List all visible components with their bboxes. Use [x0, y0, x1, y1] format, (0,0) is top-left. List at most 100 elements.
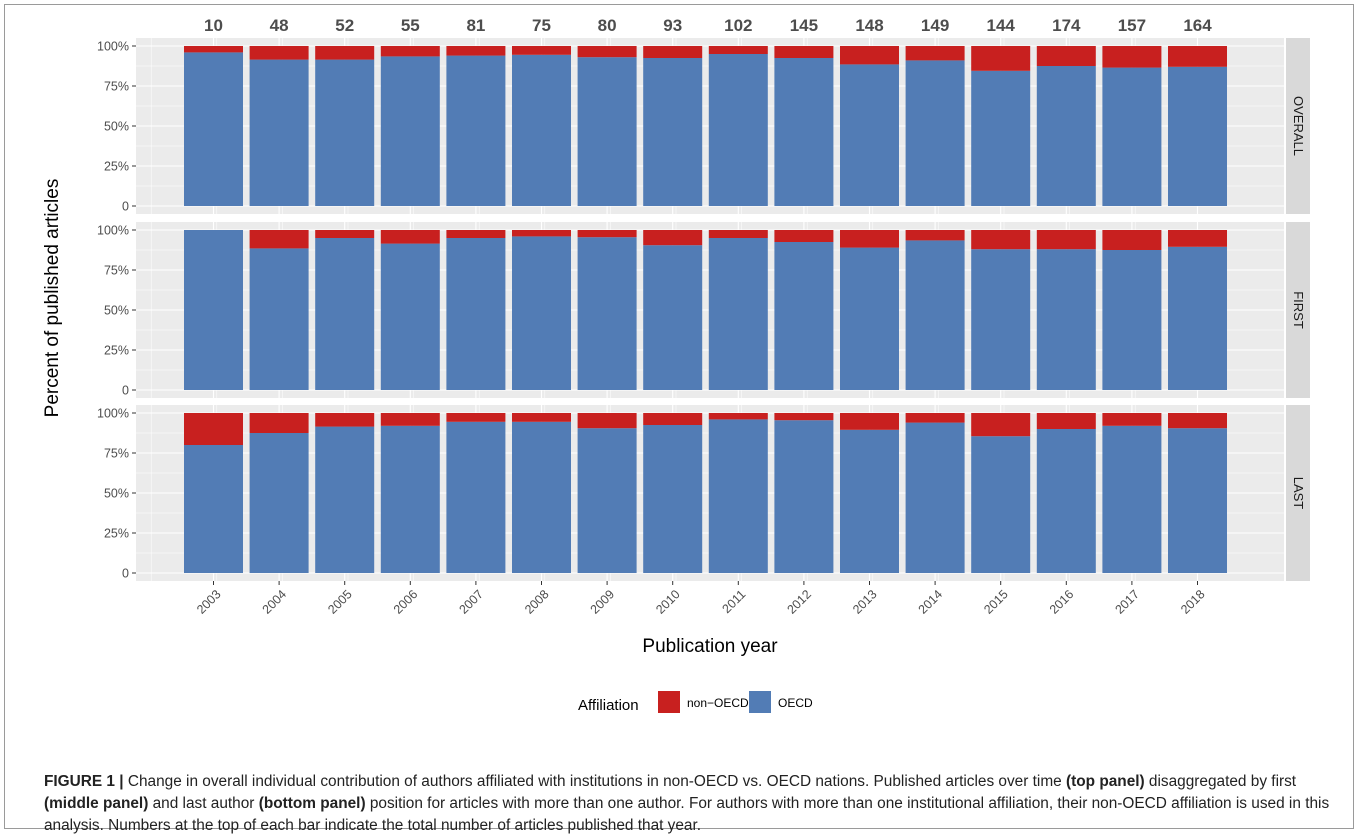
bar-total-label: 145: [790, 16, 818, 35]
caption-emphasis: (bottom panel): [258, 795, 366, 812]
bar-last-2011-oecd: [708, 419, 768, 573]
bar-last-2008-oecd: [512, 421, 571, 573]
stacked-bar-chart: 0 25% 50% 75% 100% OVERALL 0 25% 50% 75% 100% FIRST…: [42, 16, 1310, 714]
bar-first-2018-non-oecd: [1168, 230, 1227, 247]
y-tick-label: 50%: [104, 487, 129, 501]
bar-total-label: 148: [855, 16, 883, 35]
bar-last-2005-oecd: [315, 426, 375, 573]
bar-first-2014-non-oecd: [905, 230, 965, 241]
bar-total-label: 52: [335, 16, 354, 35]
bar-first-2013-oecd: [840, 247, 899, 390]
bar-total-label: 80: [598, 16, 617, 35]
bar-last-2005-non-oecd: [315, 413, 375, 427]
bar-last-2012-oecd: [774, 420, 834, 573]
bar-overall-2017-non-oecd: [1102, 46, 1162, 68]
bar-first-2017-oecd: [1102, 250, 1162, 390]
bar-overall-2011-non-oecd: [708, 46, 768, 54]
bar-total-label: 55: [401, 16, 420, 35]
y-tick-label: 50%: [104, 304, 129, 318]
caption-label: FIGURE 1 |: [44, 773, 124, 790]
bar-total-label: 174: [1052, 16, 1081, 35]
bar-overall-2018-oecd: [1168, 66, 1227, 206]
x-tick-label: 2012: [784, 587, 814, 617]
legend-swatch-non-oecd: [658, 691, 680, 713]
bar-overall-2011-oecd: [708, 54, 768, 206]
bar-last-2014-oecd: [905, 422, 965, 573]
bar-overall-2014-oecd: [905, 60, 965, 207]
bar-overall-2015-oecd: [971, 70, 1031, 206]
bar-overall-2014-non-oecd: [905, 46, 965, 61]
caption-emphasis: (middle panel): [44, 795, 149, 812]
bar-first-2003-oecd: [184, 230, 243, 390]
bar-total-label: 164: [1183, 16, 1212, 35]
bar-overall-2013-non-oecd: [840, 46, 899, 65]
x-tick-label: 2004: [260, 587, 290, 617]
bar-last-2011-non-oecd: [708, 413, 768, 420]
bar-total-label: 144: [987, 16, 1016, 35]
x-tick-label: 2007: [456, 587, 486, 617]
y-tick-label: 25%: [104, 344, 129, 358]
bar-overall-2012-oecd: [774, 58, 834, 206]
bar-overall-2009-non-oecd: [577, 46, 637, 58]
bar-total-label: 102: [724, 16, 752, 35]
facet-label: FIRST: [1291, 291, 1306, 329]
bar-overall-2015-non-oecd: [971, 46, 1031, 71]
bar-last-2006-non-oecd: [380, 413, 440, 426]
bar-first-2004-oecd: [249, 248, 309, 390]
bar-overall-2016-non-oecd: [1036, 46, 1096, 66]
bar-last-2017-oecd: [1102, 425, 1162, 573]
bar-last-2014-non-oecd: [905, 413, 965, 423]
bar-first-2018-oecd: [1168, 246, 1227, 390]
y-axis-title: Percent of published articles: [42, 179, 63, 418]
y-tick-label: 75%: [104, 264, 129, 278]
caption-text: and last author: [148, 795, 259, 812]
bar-overall-2009-oecd: [577, 57, 637, 207]
bar-last-2017-non-oecd: [1102, 413, 1162, 426]
bar-overall-2005-oecd: [315, 59, 375, 206]
bar-last-2009-non-oecd: [577, 413, 637, 429]
facet-strip: [1286, 405, 1310, 581]
bar-total-label: 149: [921, 16, 949, 35]
bar-first-2004-non-oecd: [249, 230, 309, 249]
bar-first-2008-oecd: [512, 236, 571, 390]
bar-first-2015-non-oecd: [971, 230, 1031, 250]
bar-last-2013-non-oecd: [840, 413, 899, 430]
bar-first-2010-non-oecd: [643, 230, 703, 246]
facet-label: LAST: [1291, 477, 1306, 510]
bar-overall-2006-oecd: [380, 56, 440, 207]
bar-first-2016-non-oecd: [1036, 230, 1096, 250]
bar-overall-2012-non-oecd: [774, 46, 834, 58]
bar-overall-2016-oecd: [1036, 66, 1096, 206]
x-tick-label: 2006: [391, 587, 421, 617]
x-tick-label: 2016: [1047, 587, 1077, 617]
legend-label: non−OECD: [687, 696, 749, 710]
bar-first-2005-oecd: [315, 238, 375, 390]
bar-first-2015-oecd: [971, 249, 1031, 390]
figure-frame: [4, 4, 1354, 829]
y-tick-label: 100%: [97, 407, 129, 421]
x-tick-label: 2009: [588, 587, 618, 617]
y-tick-label: 75%: [104, 80, 129, 94]
caption-text: Change in overall individual contributio…: [123, 773, 1066, 790]
bar-first-2012-non-oecd: [774, 230, 834, 242]
bar-first-2017-non-oecd: [1102, 230, 1162, 250]
bar-overall-2004-oecd: [249, 59, 309, 206]
bar-overall-2004-non-oecd: [249, 46, 309, 60]
bar-total-label: 48: [270, 16, 289, 35]
x-tick-label: 2013: [850, 587, 880, 617]
bar-overall-2008-oecd: [512, 54, 571, 206]
bar-overall-2007-non-oecd: [446, 46, 506, 56]
y-tick-label: 0: [122, 200, 129, 214]
bar-total-label: 157: [1118, 16, 1146, 35]
y-tick-label: 100%: [97, 224, 129, 238]
bar-last-2018-oecd: [1168, 428, 1227, 573]
x-tick-label: 2018: [1178, 587, 1208, 617]
bar-last-2015-non-oecd: [971, 413, 1031, 437]
bar-overall-2003-oecd: [184, 52, 243, 207]
bar-total-label: 75: [532, 16, 551, 35]
legend-title: Affiliation: [578, 697, 639, 714]
bar-last-2012-non-oecd: [774, 413, 834, 421]
bar-last-2003-non-oecd: [184, 413, 243, 445]
x-tick-label: 2014: [916, 587, 946, 617]
bar-total-label: 81: [466, 16, 485, 35]
